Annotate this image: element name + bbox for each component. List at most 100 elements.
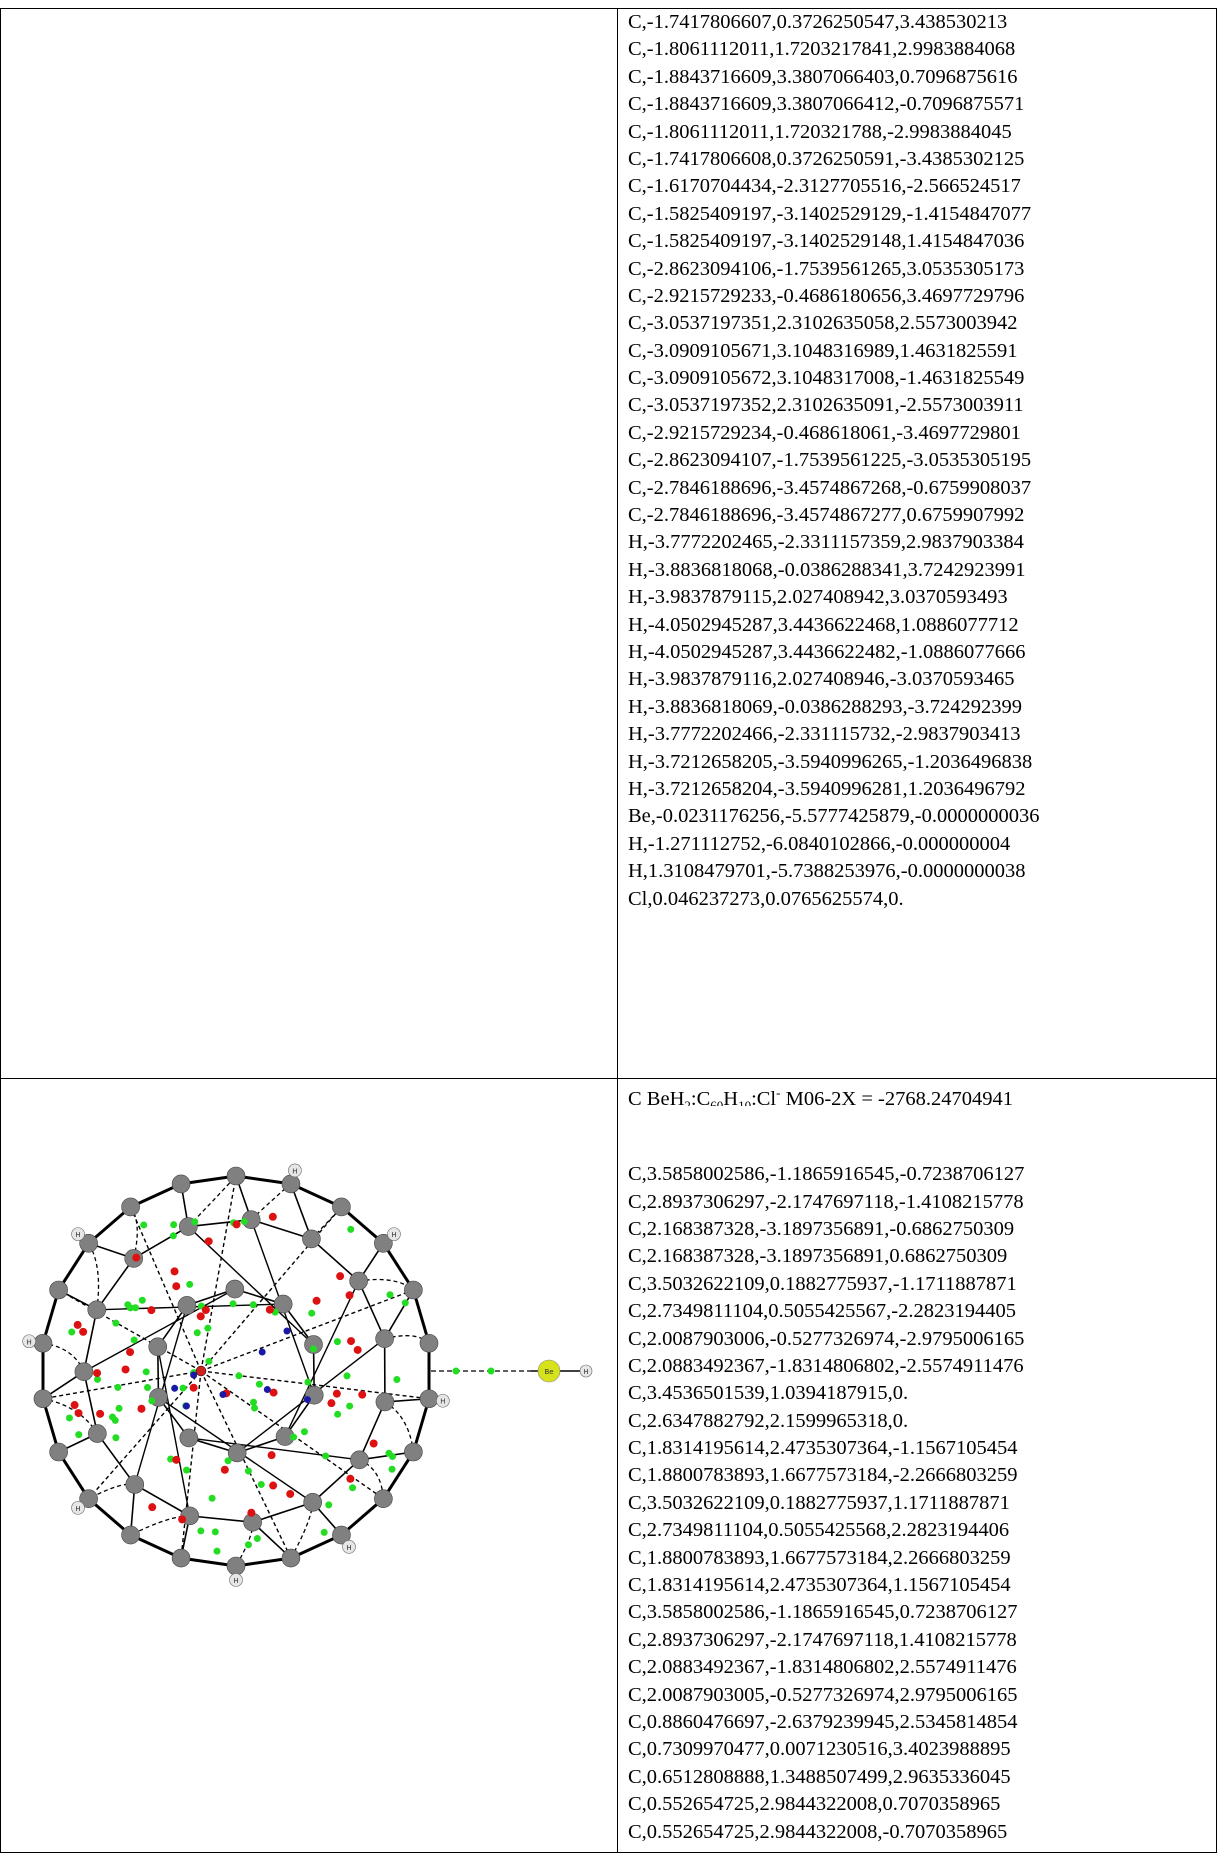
- bond-critical-point: [112, 1434, 119, 1441]
- coordinate-line: C,2.6347882792,2.1599965318,0.: [628, 1408, 1216, 1435]
- carbon-atom: [304, 1493, 322, 1511]
- bond-critical-point: [453, 1368, 460, 1375]
- ring-critical-point: [247, 1509, 255, 1517]
- bond-critical-point: [290, 1434, 297, 1441]
- ring-critical-point: [122, 1365, 130, 1373]
- coordinate-line: C,-1.6170704434,-2.3127705516,-2.5665245…: [628, 173, 1216, 200]
- ring-critical-point: [93, 1369, 101, 1377]
- beryllium-label: Be: [544, 1368, 553, 1376]
- blank-line: [628, 1134, 1216, 1161]
- bond-critical-point: [304, 1379, 311, 1386]
- carbon-atom: [227, 1557, 245, 1575]
- carbon-atom: [227, 1167, 245, 1185]
- bond-critical-point: [349, 1484, 356, 1491]
- bond-critical-point: [387, 1291, 394, 1298]
- carbon-atom: [50, 1281, 68, 1299]
- bond-critical-point: [131, 1336, 138, 1343]
- carbon-atom: [50, 1443, 68, 1461]
- coordinate-line: H,-4.0502945287,3.4436622482,-1.08860776…: [628, 639, 1216, 666]
- bond-critical-point: [321, 1529, 328, 1536]
- bond-critical-point: [214, 1548, 221, 1555]
- ring-critical-point: [336, 1272, 344, 1280]
- carbon-atom: [88, 1425, 106, 1443]
- carbon-atom: [350, 1272, 368, 1290]
- coordinate-line: H,-3.7772202465,-2.3311157359,2.98379033…: [628, 529, 1216, 556]
- coordinate-line: C,1.8800783893,1.6677573184,2.2666803259: [628, 1545, 1216, 1572]
- coordinate-line: C,-1.8843716609,3.3807066412,-0.70968755…: [628, 91, 1216, 118]
- ring-critical-point: [202, 1306, 210, 1314]
- carbon-atom: [404, 1443, 422, 1461]
- coordinate-line: C,-1.8843716609,3.3807066403,0.709687561…: [628, 64, 1216, 91]
- coordinate-line: C,0.7309970477,0.0071230516,3.4023988895: [628, 1736, 1216, 1763]
- bond: [190, 1516, 253, 1522]
- coordinate-line: C,-3.0909105671,3.1048316989,1.463182559…: [628, 338, 1216, 365]
- ring-critical-point: [190, 1384, 198, 1392]
- cage-critical-point: [183, 1403, 190, 1410]
- hydrogen-label: H: [346, 1544, 351, 1552]
- carbon-atom: [420, 1390, 438, 1408]
- ring-critical-point: [137, 1405, 145, 1413]
- ring-critical-point: [75, 1409, 83, 1417]
- bond-critical-point: [310, 1345, 317, 1352]
- bond-critical-point: [191, 1218, 198, 1225]
- carbon-atom: [178, 1296, 196, 1314]
- bond-critical-point: [245, 1541, 252, 1548]
- coordinates-cell-lower: C BeH2:C60H10:Cl- M06-2X = -2768.2470494…: [618, 1079, 1217, 1853]
- hydrogen-label: H: [391, 1231, 396, 1239]
- cage-critical-point: [264, 1386, 271, 1393]
- coordinate-line: C,-2.8623094107,-1.7539561225,-3.0535305…: [628, 447, 1216, 474]
- ring-critical-point: [268, 1451, 276, 1459]
- coordinate-line: C,3.5032622109,0.1882775937,1.1711887871: [628, 1490, 1216, 1517]
- coordinate-line: H,-3.8836818068,-0.0386288341,3.72429239…: [628, 557, 1216, 584]
- bond-critical-point: [148, 1397, 155, 1404]
- bond-critical-point: [334, 1411, 341, 1418]
- coordinate-line: Cl,0.046237273,0.0765625574,0.: [628, 886, 1216, 913]
- coordinate-line: H,1.3108479701,-5.7388253976,-0.00000000…: [628, 858, 1216, 885]
- bond: [84, 1310, 97, 1372]
- bond-critical-point: [197, 1527, 204, 1534]
- bond-critical-point: [170, 1221, 177, 1228]
- carbon-atom: [282, 1549, 300, 1567]
- bond-critical-point: [344, 1372, 351, 1379]
- coordinate-line: H,-3.7212658204,-3.5940996281,1.20364967…: [628, 776, 1216, 803]
- coordinate-line: C,0.552654725,2.9844322008,-0.7070358965: [628, 1819, 1216, 1846]
- bond-critical-point: [393, 1376, 400, 1383]
- ring-critical-point: [172, 1456, 180, 1464]
- bond-critical-point: [124, 1301, 131, 1308]
- ring-critical-point: [74, 1321, 82, 1329]
- coordinate-line: C,1.8314195614,2.4735307364,-1.156710545…: [628, 1435, 1216, 1462]
- coordinate-line: C,2.0883492367,-1.8314806802,2.557491147…: [628, 1654, 1216, 1681]
- bond-critical-point: [75, 1431, 82, 1438]
- carbon-atom: [282, 1175, 300, 1193]
- coordinate-line: C,0.8860476697,-2.6379239945,2.534581485…: [628, 1709, 1216, 1736]
- ring-critical-point: [71, 1401, 79, 1409]
- ring-critical-point: [266, 1306, 274, 1314]
- blank-line: [628, 1106, 1216, 1133]
- interaction-path: [201, 1176, 236, 1371]
- carbon-atom: [420, 1334, 438, 1352]
- carbon-atom: [149, 1338, 167, 1356]
- bond: [251, 1220, 311, 1239]
- coordinate-line: C,-2.7846188696,-3.4574867277,0.67599079…: [628, 502, 1216, 529]
- coordinate-line: C,3.5858002586,-1.1865916545,-0.72387061…: [628, 1161, 1216, 1188]
- coordinate-line: H,-4.0502945287,3.4436622468,1.088607771…: [628, 612, 1216, 639]
- bond-critical-point: [139, 1297, 146, 1304]
- coordinate-line: C,2.8937306297,-2.1747697118,-1.41082157…: [628, 1189, 1216, 1216]
- bond-critical-point: [183, 1467, 190, 1474]
- bond-critical-point: [112, 1417, 119, 1424]
- bond-critical-point: [256, 1381, 263, 1388]
- hydrogen-label: H: [75, 1231, 80, 1239]
- bond-critical-point: [402, 1299, 409, 1306]
- bond-critical-point: [308, 1310, 315, 1317]
- ring-critical-point: [313, 1297, 321, 1305]
- cage-critical-point: [283, 1328, 290, 1335]
- carbon-atom: [226, 1280, 244, 1298]
- bond-critical-point: [241, 1218, 248, 1225]
- coordinate-line: C,2.168387328,-3.1897356891,0.6862750309: [628, 1243, 1216, 1270]
- bond: [134, 1227, 189, 1259]
- coordinate-line: H,-1.271112752,-6.0840102866,-0.00000000…: [628, 831, 1216, 858]
- cage-critical-point: [171, 1385, 178, 1392]
- ring-critical-point: [333, 1390, 341, 1398]
- coordinate-line: C,-1.7417806607,0.3726250547,3.438530213: [628, 9, 1216, 36]
- ring-critical-point: [233, 1220, 241, 1228]
